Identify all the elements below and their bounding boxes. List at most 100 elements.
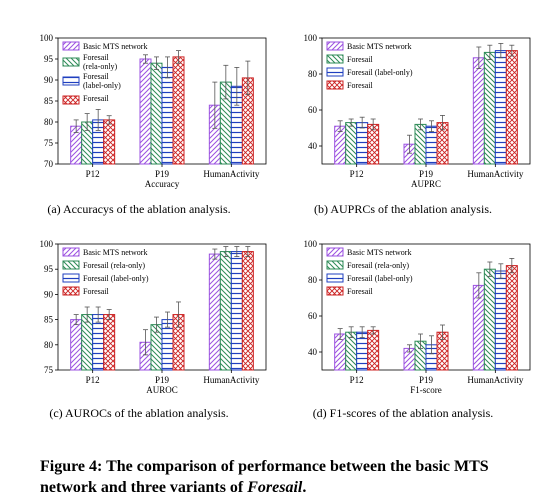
y-tick-label: 100 (304, 33, 318, 43)
legend-label: Foresail (rela-only) (83, 261, 145, 270)
y-tick-label: 85 (44, 96, 54, 106)
legend-label: Foresail (347, 81, 374, 90)
bar-basic-mts-network-humanactivity (472, 57, 485, 165)
chart-panel-c: 75 80 85 90 95 100 P12 P19 HumanActivity AUROC Bas… (8, 236, 270, 436)
legend-label: Foresail (rela-only) (347, 261, 409, 270)
x-tick-label: P19 (419, 375, 434, 385)
legend-swatch (326, 54, 344, 64)
bar-foresail-label-only--p12 (92, 314, 105, 371)
legend-swatch (326, 247, 344, 257)
bar-foresail-p12 (367, 123, 380, 165)
x-tick-label: P19 (155, 169, 170, 179)
legend-swatch (62, 57, 80, 67)
bar-foresail-rela-only--humanactivity (219, 251, 232, 371)
chart-svg-b: 40 60 80 100 P12 P19 HumanActivity AUPRC Basic M… (304, 33, 531, 189)
x-tick-label: P19 (155, 375, 170, 385)
legend-swatch (326, 273, 344, 283)
figure-caption: Figure 4: The comparison of performance … (40, 456, 530, 498)
bar-foresail-p12 (345, 122, 358, 165)
x-tick-label: HumanActivity (203, 169, 259, 179)
bar-foresail-p19 (172, 56, 185, 165)
y-tick-label: 80 (308, 275, 318, 285)
bar-foresail-label-only--p19 (161, 66, 174, 165)
legend-swatch (62, 247, 80, 257)
x-tick-label: P12 (86, 169, 100, 179)
y-tick-label: 90 (44, 289, 54, 299)
legend-swatch (326, 41, 344, 51)
caption-a: (a) Accuracys of the ablation analysis. (47, 202, 231, 216)
legend-label: Foresail (347, 55, 374, 64)
legend-swatch (62, 41, 80, 51)
legend-c: Basic MTS network Foresail (rela-only) For… (62, 247, 149, 296)
bar-foresail-humanactivity (505, 50, 518, 165)
chart-panel-a: 70 75 80 85 90 95 100 P12 P19 HumanActivity Accura… (8, 30, 270, 230)
legend-label-cont: (rela-only) (83, 62, 118, 71)
x-tick-label: P12 (350, 169, 364, 179)
bar-foresail-p12 (367, 329, 380, 371)
legend-swatch (326, 260, 344, 270)
legend-swatch (62, 260, 80, 270)
legend-label: Foresail (label-only) (83, 274, 149, 283)
x-axis-label: Accuracy (145, 179, 180, 189)
bar-basic-mts-network-humanactivity (208, 253, 221, 371)
legend-label: Foresail (83, 287, 110, 296)
caption-c: (c) AUROCs of the ablation analysis. (49, 406, 229, 420)
y-tick-label: 95 (44, 54, 54, 64)
legend-d: Basic MTS network Foresail (rela-only) For… (326, 247, 413, 296)
x-tick-label: HumanActivity (203, 375, 259, 385)
bar-foresail-humanactivity (241, 251, 254, 371)
figure-caption-emphasis: Foresail (247, 479, 303, 496)
legend-label: Foresail (83, 72, 110, 81)
legend-label: Basic MTS network (83, 248, 147, 257)
legend-swatch (326, 80, 344, 90)
bar-foresail-rela-only--p19 (150, 62, 163, 165)
y-tick-label: 100 (40, 33, 54, 43)
bar-foresail-humanactivity (483, 51, 496, 165)
legend-swatch (62, 286, 80, 296)
x-tick-label: P19 (419, 169, 434, 179)
y-tick-label: 40 (308, 141, 318, 151)
bar-foresail-label-only--humanactivity (494, 50, 507, 165)
bar-foresail-humanactivity (505, 265, 518, 371)
legend-label: Foresail (347, 287, 374, 296)
legend-a: Basic MTS networkForesail(rela-only)Fore… (62, 41, 147, 105)
y-tick-label: 85 (44, 315, 54, 325)
y-tick-label: 70 (44, 159, 54, 169)
bar-basic-mts-network-p12 (70, 319, 83, 371)
bar-basic-mts-network-p19 (139, 58, 152, 165)
chart-panel-d: 40 60 80 100 P12 P19 HumanActivity F1-score Basi… (272, 236, 534, 436)
y-tick-label: 80 (44, 117, 54, 127)
x-axis-label: AUROC (146, 385, 178, 395)
legend-label: Foresail (83, 94, 110, 103)
legend-swatch (326, 286, 344, 296)
y-tick-label: 75 (44, 365, 54, 375)
bar-foresail-rela-only--humanactivity (483, 268, 496, 371)
legend-swatch (326, 67, 344, 77)
y-tick-label: 90 (44, 75, 54, 85)
caption-b: (b) AUPRCs of the ablation analysis. (314, 202, 492, 216)
legend-swatch (62, 76, 80, 86)
y-tick-label: 95 (44, 264, 54, 274)
y-tick-label: 40 (308, 347, 318, 357)
figure-caption-end: . (302, 479, 307, 496)
x-tick-label: P12 (350, 375, 364, 385)
y-tick-label: 100 (40, 239, 54, 249)
legend-label: Basic MTS network (83, 42, 147, 51)
bar-foresail-label-only--humanactivity (230, 251, 243, 371)
figure-caption-text: Figure 4: The comparison of performance … (40, 458, 489, 496)
bar-foresail-p12 (103, 119, 116, 165)
y-tick-label: 60 (308, 105, 318, 115)
chart-svg-a: 70 75 80 85 90 95 100 P12 P19 HumanActivity Accura… (40, 33, 267, 189)
bar-foresail-p12 (103, 314, 116, 371)
bar-foresail-rela-only--p12 (81, 314, 94, 371)
legend-label: Foresail (83, 53, 110, 62)
chart-panel-b: 40 60 80 100 P12 P19 HumanActivity AUPRC Basic M… (272, 30, 534, 230)
y-tick-label: 100 (304, 239, 318, 249)
legend-label: Basic MTS network (347, 42, 411, 51)
chart-svg-d: 40 60 80 100 P12 P19 HumanActivity F1-score Basi… (304, 239, 531, 395)
y-tick-label: 80 (44, 340, 54, 350)
legend-swatch (62, 273, 80, 283)
y-tick-label: 80 (308, 69, 318, 79)
x-axis-label: F1-score (410, 385, 442, 395)
